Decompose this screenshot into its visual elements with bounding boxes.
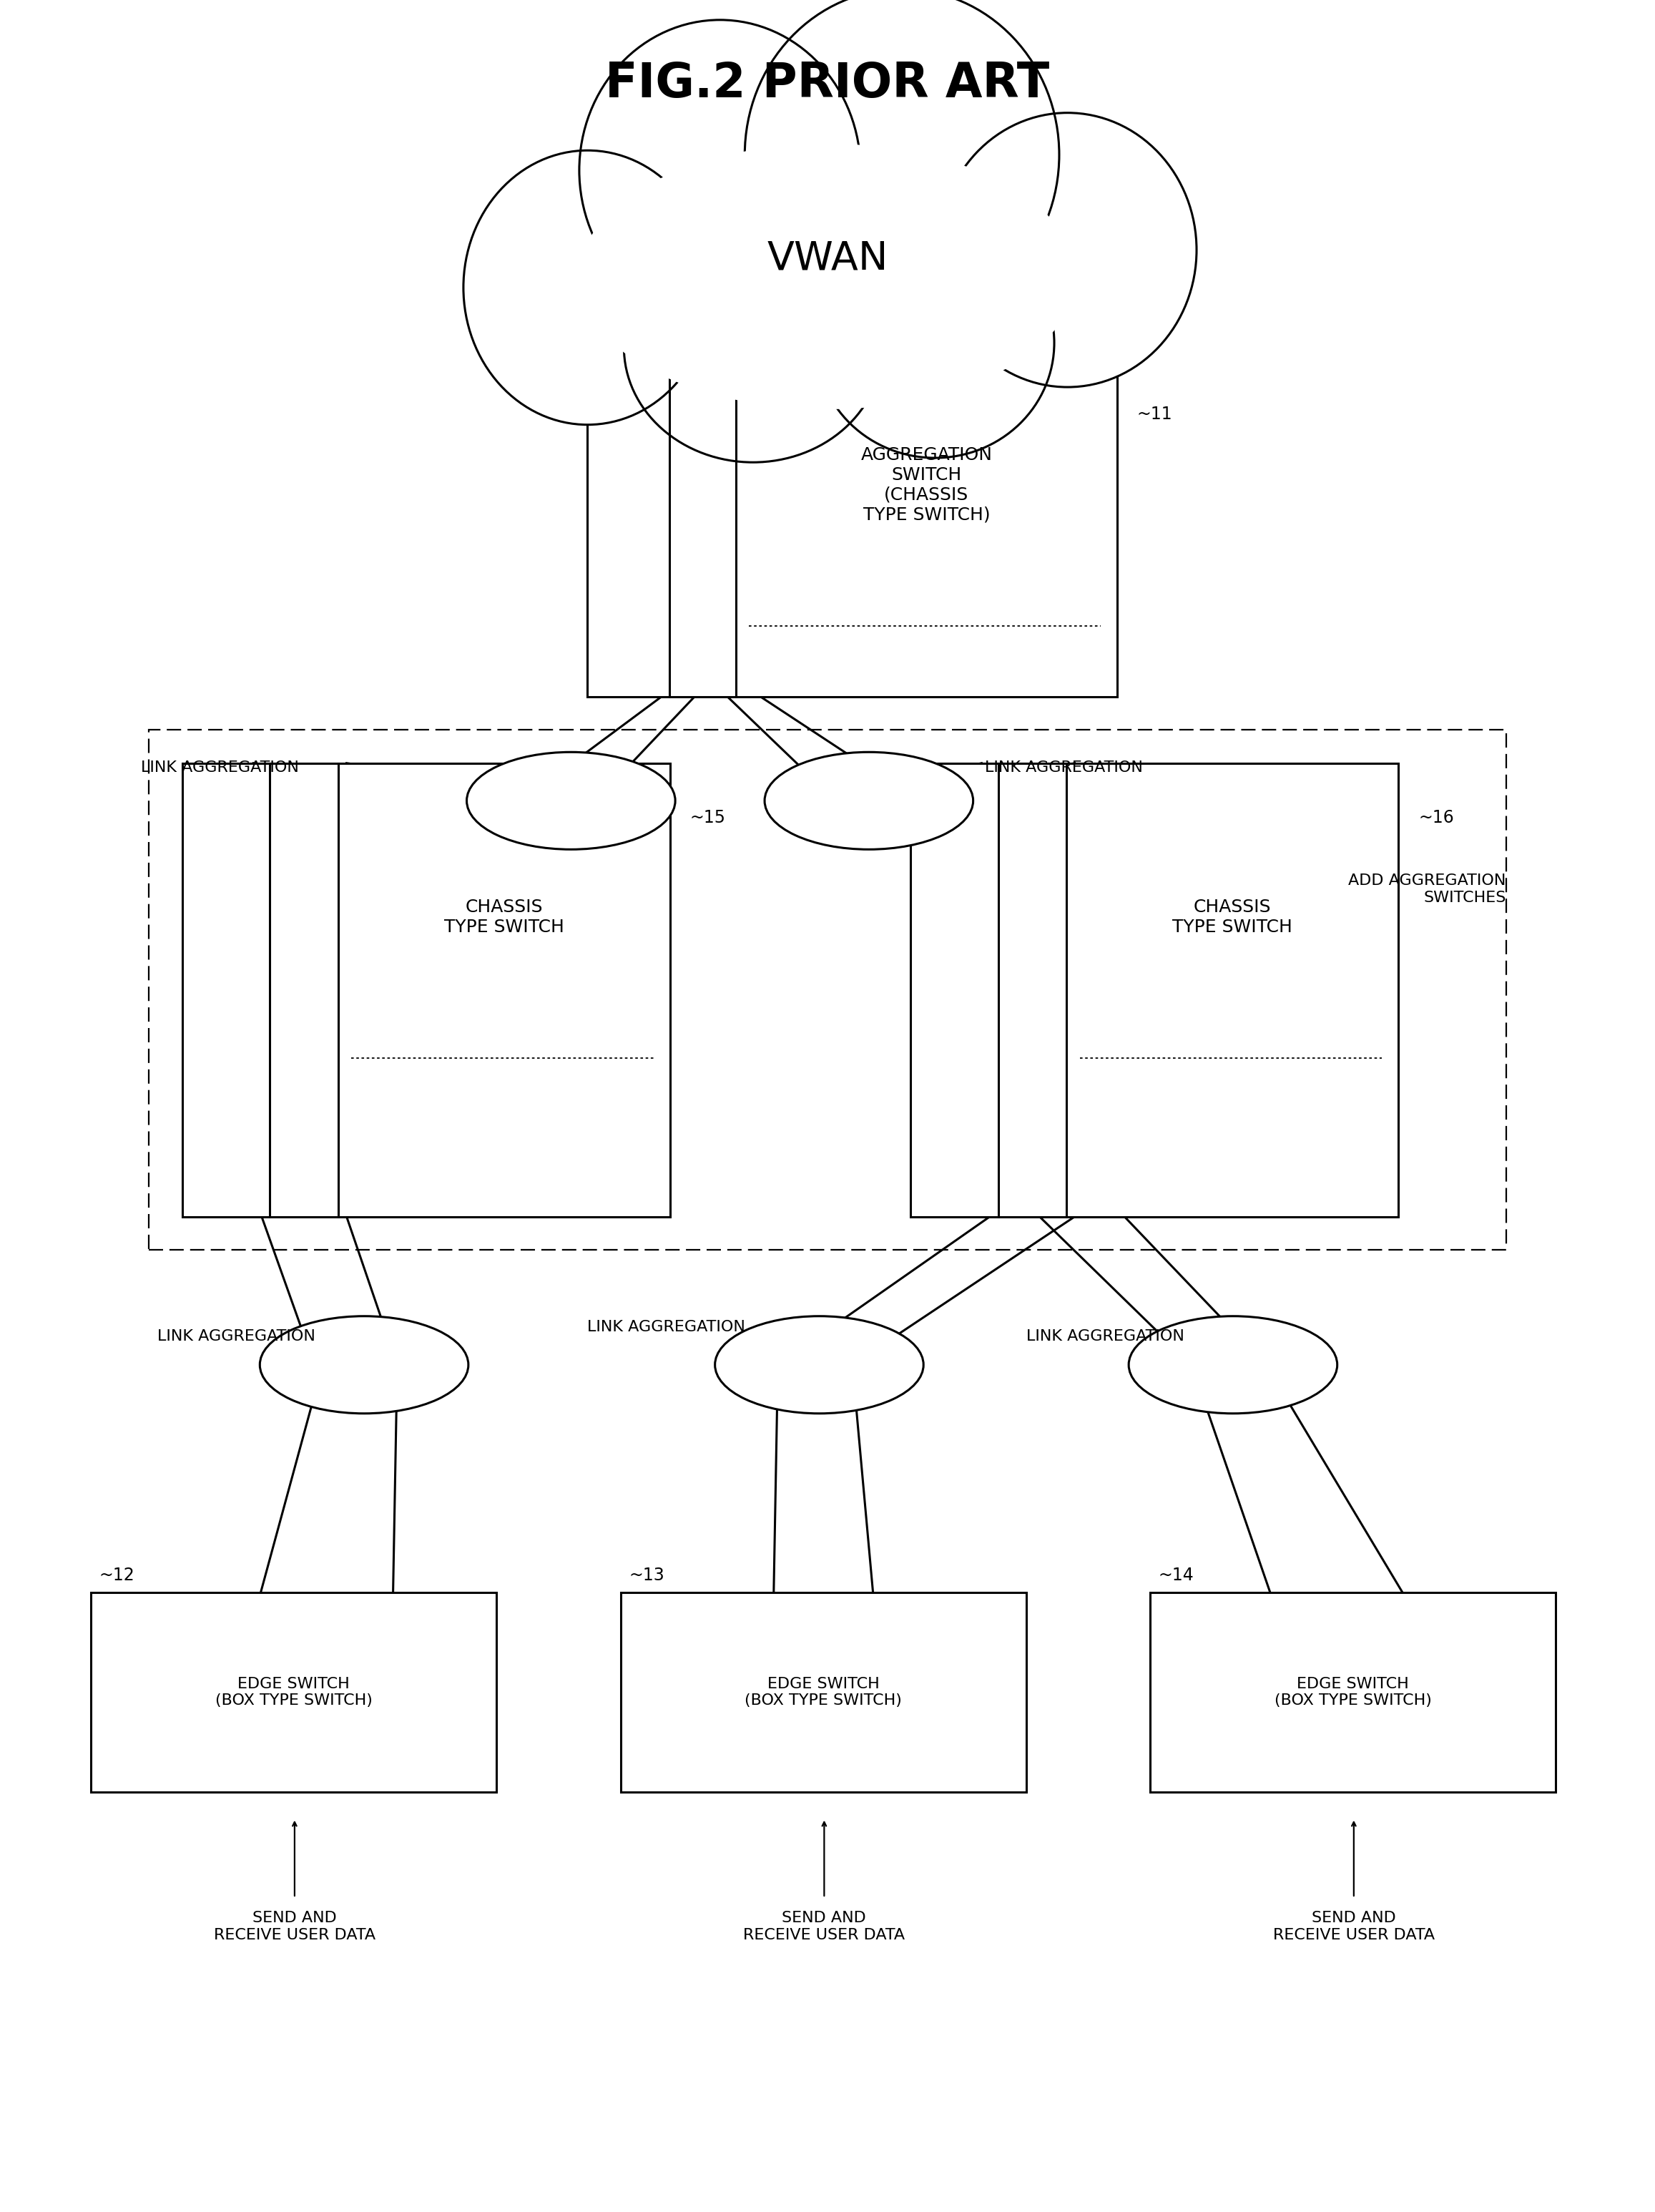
Ellipse shape [624, 232, 882, 462]
Text: CHASSIS
TYPE SWITCH: CHASSIS TYPE SWITCH [444, 898, 564, 936]
Text: LINK AGGREGATION: LINK AGGREGATION [157, 1329, 314, 1343]
Ellipse shape [765, 752, 973, 849]
Text: FIG.2 PRIOR ART: FIG.2 PRIOR ART [606, 60, 1049, 108]
Ellipse shape [467, 752, 675, 849]
Text: LINK AGGREGATION: LINK AGGREGATION [141, 761, 298, 774]
Text: CHASSIS
TYPE SWITCH: CHASSIS TYPE SWITCH [1172, 898, 1293, 936]
Ellipse shape [579, 144, 1076, 409]
Text: ~14: ~14 [1158, 1566, 1193, 1584]
Text: ~12: ~12 [99, 1566, 134, 1584]
Ellipse shape [260, 1316, 468, 1413]
Bar [621, 1593, 1026, 1792]
Text: ~11: ~11 [1137, 407, 1172, 422]
Text: SEND AND
RECEIVE USER DATA: SEND AND RECEIVE USER DATA [743, 1911, 905, 1942]
Bar [91, 1593, 496, 1792]
Text: ~13: ~13 [629, 1566, 664, 1584]
Text: ~16: ~16 [1418, 810, 1453, 825]
Bar [1150, 1593, 1556, 1792]
Ellipse shape [579, 20, 861, 321]
Text: LINK AGGREGATION: LINK AGGREGATION [985, 761, 1142, 774]
Text: LINK AGGREGATION: LINK AGGREGATION [1026, 1329, 1183, 1343]
Text: ADD AGGREGATION
SWITCHES: ADD AGGREGATION SWITCHES [1349, 874, 1506, 905]
Text: LINK AGGREGATION: LINK AGGREGATION [588, 1321, 745, 1334]
Text: EDGE SWITCH
(BOX TYPE SWITCH): EDGE SWITCH (BOX TYPE SWITCH) [745, 1677, 902, 1708]
Ellipse shape [938, 113, 1197, 387]
Text: EDGE SWITCH
(BOX TYPE SWITCH): EDGE SWITCH (BOX TYPE SWITCH) [215, 1677, 372, 1708]
Text: ~15: ~15 [690, 810, 727, 825]
Bar [910, 763, 1398, 1217]
Text: SEND AND
RECEIVE USER DATA: SEND AND RECEIVE USER DATA [213, 1911, 376, 1942]
Text: SEND AND
RECEIVE USER DATA: SEND AND RECEIVE USER DATA [1273, 1911, 1435, 1942]
Text: AGGREGATION
SWITCH
(CHASSIS
TYPE SWITCH): AGGREGATION SWITCH (CHASSIS TYPE SWITCH) [861, 447, 993, 524]
Bar [182, 763, 670, 1217]
Ellipse shape [1129, 1316, 1337, 1413]
Ellipse shape [745, 0, 1059, 321]
Bar [149, 730, 1506, 1250]
Ellipse shape [715, 1316, 923, 1413]
Text: EDGE SWITCH
(BOX TYPE SWITCH): EDGE SWITCH (BOX TYPE SWITCH) [1274, 1677, 1432, 1708]
Ellipse shape [816, 228, 1054, 458]
Ellipse shape [463, 150, 712, 425]
Bar [588, 376, 1117, 697]
Text: VWAN: VWAN [766, 239, 889, 279]
